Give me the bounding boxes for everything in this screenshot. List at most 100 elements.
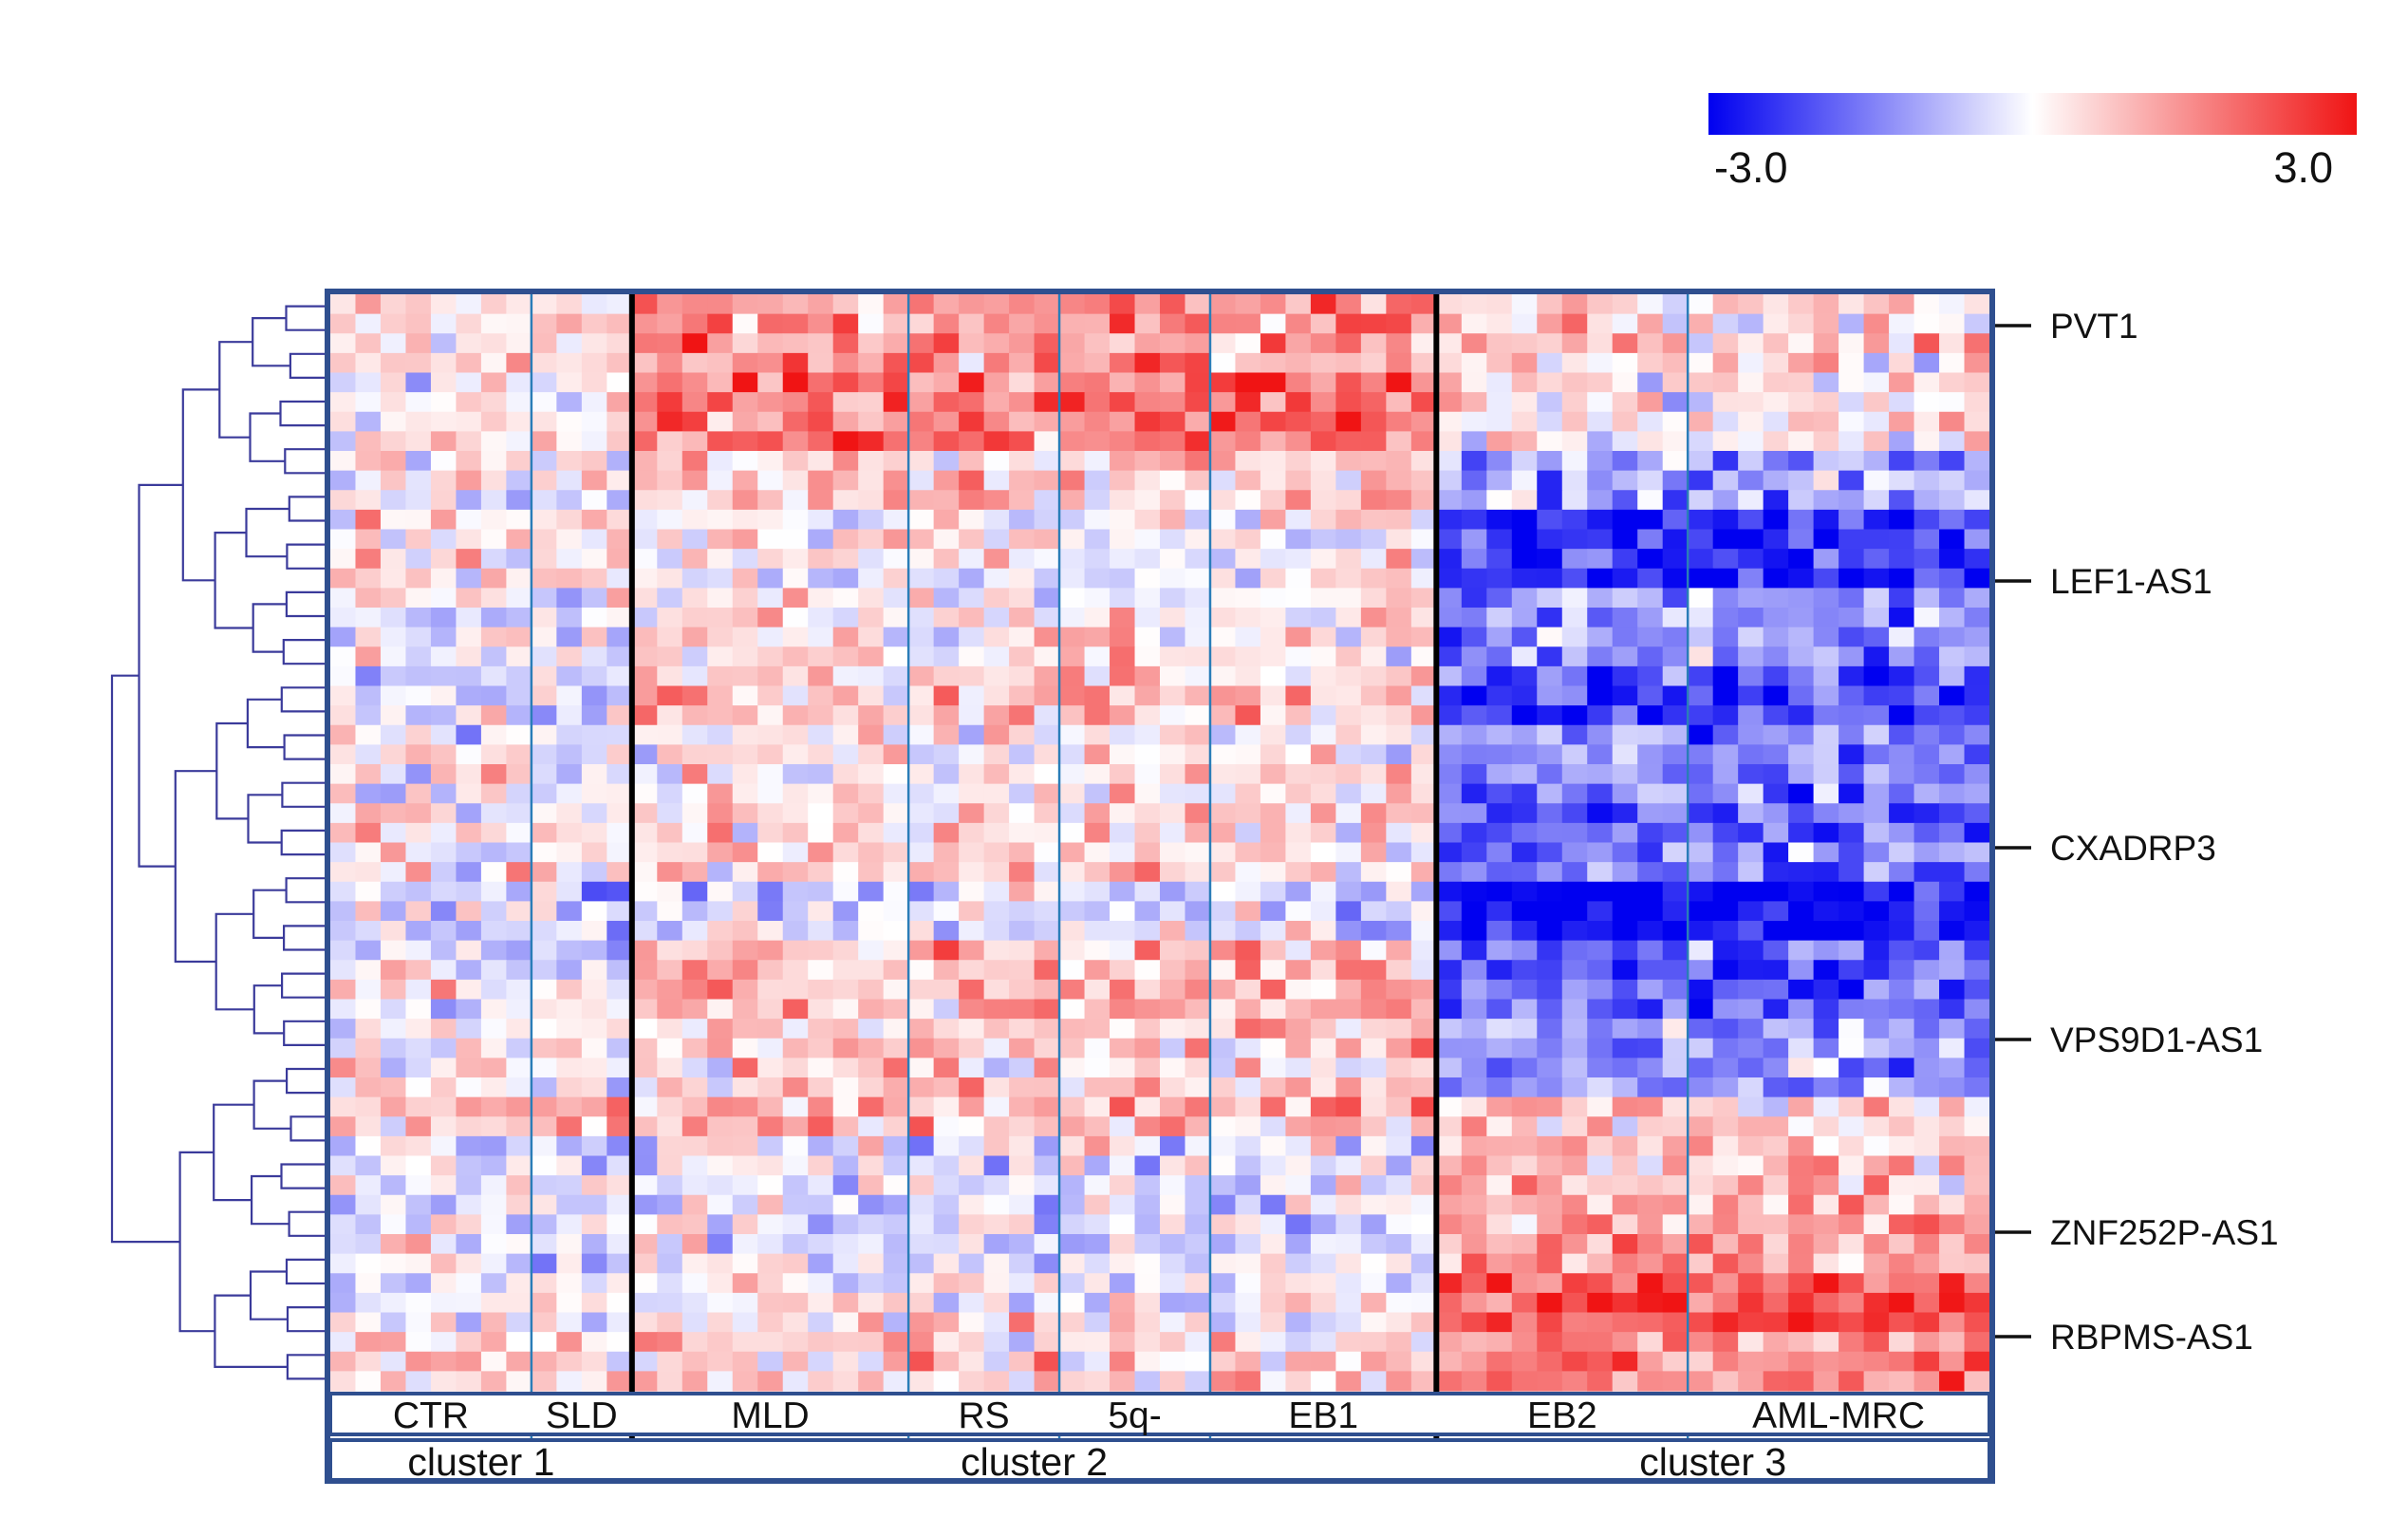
heatmap-cell — [707, 490, 734, 511]
heatmap-cell — [1612, 764, 1638, 785]
heatmap-cell — [456, 665, 482, 687]
heatmap-cell — [1486, 862, 1513, 883]
heatmap-cell — [782, 352, 809, 374]
heatmap-cell — [1662, 1019, 1689, 1039]
heatmap-cell — [1688, 627, 1714, 647]
heatmap-cell — [1939, 940, 1966, 961]
heatmap-cell — [883, 1273, 909, 1294]
heatmap-cell — [1386, 1332, 1412, 1353]
heatmap-cell — [959, 842, 985, 863]
heatmap-cell — [1712, 627, 1739, 647]
heatmap-cell — [1134, 1351, 1161, 1372]
heatmap-cell — [1939, 372, 1966, 393]
heatmap-cell — [1537, 509, 1563, 531]
heatmap-cell — [1939, 352, 1966, 374]
heatmap-cell — [1185, 529, 1211, 550]
heatmap-cell — [983, 1234, 1010, 1255]
heatmap-cell — [430, 627, 457, 647]
heatmap-cell — [1763, 1312, 1789, 1333]
heatmap-cell — [1310, 979, 1336, 1001]
heatmap-cell — [456, 627, 482, 647]
heatmap-cell — [1461, 744, 1487, 765]
heatmap-cell — [1110, 588, 1136, 609]
heatmap-cell — [858, 352, 885, 374]
heatmap-cell — [883, 1116, 909, 1137]
heatmap-cell — [908, 568, 935, 589]
heatmap-cell — [782, 921, 809, 942]
heatmap-cell — [430, 1116, 457, 1137]
heatmap-cell — [581, 1214, 607, 1235]
heatmap-cell — [1386, 333, 1412, 354]
heatmap-cell — [1561, 588, 1588, 609]
heatmap-cell — [1084, 1175, 1111, 1196]
heatmap-cell — [1310, 490, 1336, 511]
dendrogram-branch — [280, 686, 327, 713]
heatmap-cell — [1788, 1096, 1815, 1117]
heatmap-cell — [1712, 705, 1739, 726]
heatmap-cell — [1285, 1332, 1312, 1353]
heatmap-cell — [1939, 294, 1966, 315]
heatmap-cell — [707, 901, 734, 922]
heatmap-cell — [430, 431, 457, 452]
heatmap-cell — [581, 1058, 607, 1078]
heatmap-cell — [1587, 665, 1614, 687]
heatmap-cell — [1913, 862, 1940, 883]
heatmap-cell — [1009, 1155, 1036, 1176]
heatmap-cell — [681, 372, 708, 393]
heatmap-cell — [1310, 529, 1336, 550]
heatmap-cell — [1285, 352, 1312, 374]
heatmap-cell — [657, 881, 683, 902]
heatmap-cell — [1537, 1058, 1563, 1078]
heatmap-cell — [1612, 470, 1638, 491]
heatmap-cell — [1059, 1058, 1086, 1078]
heatmap-cell — [1009, 352, 1036, 374]
heatmap-cell — [1537, 627, 1563, 647]
heatmap-cell — [1738, 294, 1764, 315]
heatmap-cell — [1511, 568, 1538, 589]
heatmap-cell — [1788, 411, 1815, 432]
heatmap-cell — [531, 313, 557, 334]
heatmap-cell — [1160, 862, 1186, 883]
heatmap-cell — [581, 1371, 607, 1392]
heatmap-cell — [1712, 352, 1739, 374]
heatmap-cell — [1335, 862, 1362, 883]
heatmap-cell — [1386, 940, 1412, 961]
heatmap-cell — [1486, 451, 1513, 472]
heatmap-cell — [757, 1371, 784, 1392]
heatmap-cell — [757, 294, 784, 315]
heatmap-cell — [1763, 1175, 1789, 1196]
heatmap-cell — [1939, 608, 1966, 628]
heatmap-cell — [1461, 862, 1487, 883]
heatmap-cell — [1185, 1155, 1211, 1176]
heatmap-cell — [1738, 411, 1764, 432]
heatmap-cell — [1034, 921, 1060, 942]
heatmap-cell — [1436, 940, 1463, 961]
cluster-label-cluster-1: cluster 1 — [407, 1440, 554, 1484]
heatmap-cell — [607, 940, 633, 961]
heatmap-cell — [607, 627, 633, 647]
heatmap-cell — [1537, 1077, 1563, 1098]
heatmap-cell — [933, 685, 960, 706]
heatmap-cell — [858, 1234, 885, 1255]
group-label-5q-: 5q- — [1108, 1395, 1161, 1436]
heatmap-cell — [1587, 1273, 1614, 1294]
heatmap-cell — [355, 940, 382, 961]
heatmap-cell — [1813, 940, 1839, 961]
heatmap-cell — [1511, 1273, 1538, 1294]
heatmap-cell — [1335, 881, 1362, 902]
heatmap-cell — [808, 627, 834, 647]
heatmap-cell — [556, 549, 583, 570]
heatmap-cell — [959, 490, 985, 511]
heatmap-cell — [832, 490, 859, 511]
heatmap-cell — [556, 744, 583, 765]
heatmap-cell — [1511, 685, 1538, 706]
heatmap-cell — [1160, 490, 1186, 511]
heatmap-cell — [1110, 921, 1136, 942]
heatmap-cell — [1285, 313, 1312, 334]
heatmap-cell — [607, 1214, 633, 1235]
heatmap-cell — [1260, 921, 1287, 942]
heatmap-cell — [1235, 1019, 1261, 1039]
heatmap-cell — [1913, 764, 1940, 785]
heatmap-cell — [782, 1077, 809, 1098]
heatmap-cell — [1688, 842, 1714, 863]
